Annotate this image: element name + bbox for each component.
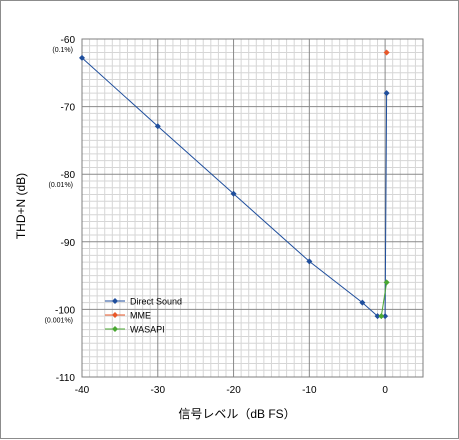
legend: Direct Sound MME WASAPI [105, 297, 182, 335]
y-tick-label: -70 [61, 103, 76, 114]
y-tick-label: -100 [55, 305, 75, 316]
legend-label: Direct Sound [130, 297, 182, 307]
y-percent-label: (0.1%) [52, 47, 73, 54]
data-point [374, 313, 381, 320]
x-tick-label: -30 [151, 385, 166, 396]
x-tick-label: -20 [226, 385, 241, 396]
y-tick-label: -90 [61, 238, 76, 249]
series-mme [383, 49, 390, 56]
series-layer [79, 49, 390, 320]
data-point [154, 123, 161, 130]
y-tick-label: -60 [61, 35, 76, 46]
data-point [378, 313, 385, 320]
series-line-wasapi [380, 282, 388, 317]
y-percent-label: (0.01%) [48, 182, 73, 189]
legend-item-direct-sound: Direct Sound [105, 297, 182, 307]
y-tick-label: -80 [61, 170, 76, 181]
legend-marker [112, 326, 118, 332]
x-axis-title: 信号レベル（dB FS） [178, 407, 295, 421]
data-point [383, 279, 390, 286]
x-tick-label: -10 [302, 385, 317, 396]
data-point [306, 258, 313, 265]
y-axis-title: THD+N (dB) [14, 173, 28, 239]
y-percent-label: (0.001%) [45, 317, 73, 324]
legend-marker [112, 298, 118, 304]
data-point [79, 54, 85, 61]
data-point [382, 313, 389, 320]
y-axis-ticks: -60 -70 -80 -90 -100 -110 (0.1%) (0.01%) (0.001%… [45, 35, 76, 384]
x-tick-label: -40 [75, 385, 90, 396]
x-tick-label: 0 [382, 385, 388, 396]
minor-gridlines [82, 39, 424, 377]
data-point [383, 90, 390, 97]
series-direct-sound [79, 54, 390, 320]
data-point [230, 190, 237, 197]
x-axis-ticks: -40 -30 -20 -10 0 [75, 385, 389, 396]
legend-item-mme: MME [105, 311, 151, 321]
series-wasapi [378, 279, 390, 320]
legend-marker [112, 312, 118, 318]
legend-item-wasapi: WASAPI [105, 325, 165, 335]
legend-label: WASAPI [130, 325, 165, 335]
plot-area [81, 38, 424, 378]
y-tick-label: -110 [56, 373, 76, 384]
legend-label: MME [130, 311, 151, 321]
data-point [383, 49, 390, 56]
data-point [359, 299, 366, 306]
